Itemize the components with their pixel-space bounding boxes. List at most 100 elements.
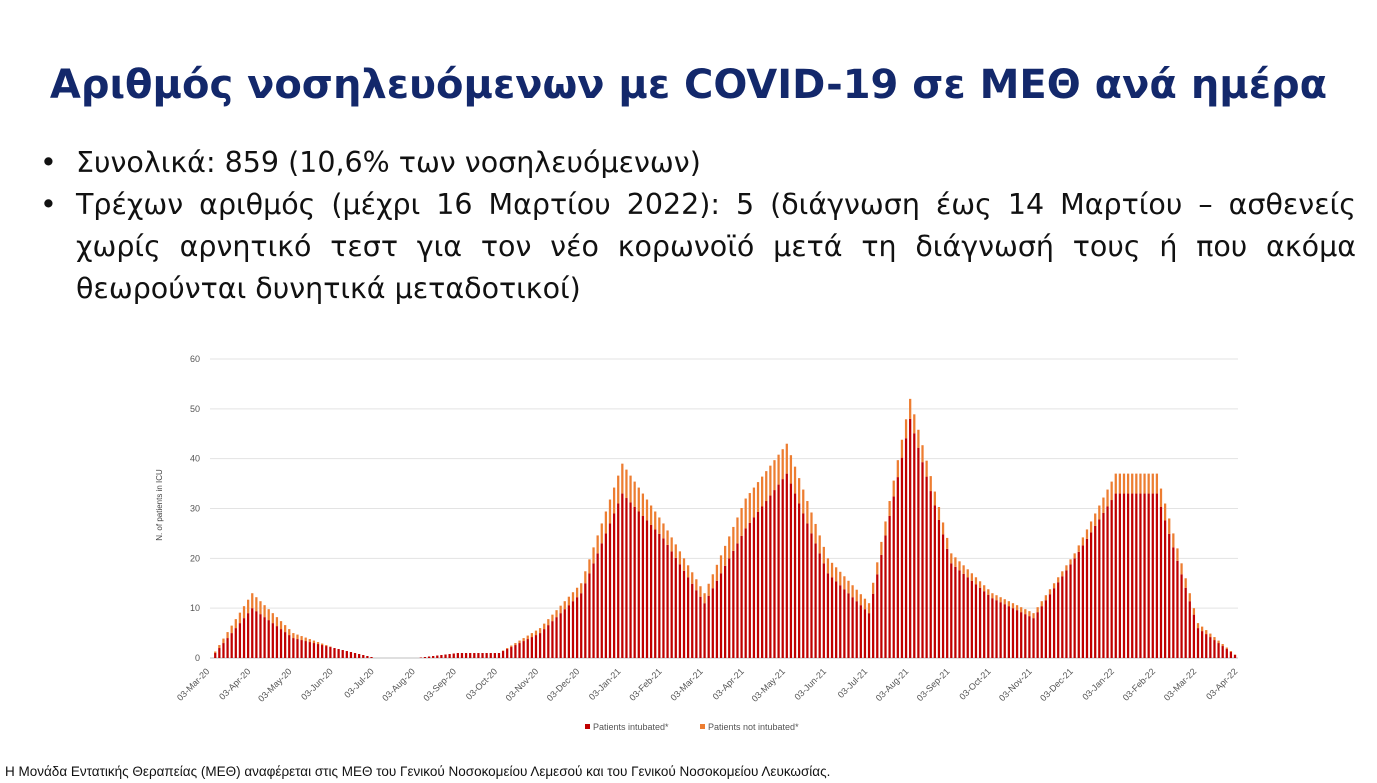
bar-intubated: [1057, 582, 1060, 658]
bar-intubated: [769, 495, 772, 658]
bar-intubated: [218, 648, 221, 658]
bar-intubated: [641, 515, 645, 658]
bullet-text-total: Συνολικά: 859 (10,6% των νοσηλευόμενων): [76, 146, 701, 179]
bar-intubated: [629, 502, 632, 658]
bar-not-intubated: [637, 487, 640, 512]
bar-not-intubated: [1188, 593, 1191, 602]
bar-not-intubated: [1036, 607, 1039, 613]
bar-intubated: [1188, 601, 1191, 658]
bar-intubated: [1106, 506, 1109, 658]
bar-intubated: [1052, 588, 1056, 658]
bar-intubated: [316, 644, 320, 658]
bar-intubated: [510, 647, 513, 658]
x-tick-label: 03-May-21: [750, 666, 787, 703]
bar-intubated: [937, 519, 941, 658]
bar-not-intubated: [571, 592, 575, 602]
bar-intubated: [242, 618, 246, 658]
bar-intubated: [843, 589, 846, 658]
bar-intubated: [954, 566, 957, 658]
bar-intubated: [658, 533, 661, 658]
bar-intubated: [460, 653, 464, 658]
bar-intubated: [493, 653, 496, 658]
bar-intubated: [1213, 640, 1216, 658]
bar-intubated: [501, 651, 505, 658]
bar-not-intubated: [325, 645, 328, 647]
bar-not-intubated: [621, 463, 624, 494]
bar-intubated: [563, 609, 566, 658]
bar-not-intubated: [649, 505, 653, 525]
bar-intubated: [826, 573, 830, 658]
bar-intubated: [929, 491, 932, 658]
bar-not-intubated: [1131, 473, 1134, 494]
bar-intubated: [983, 591, 986, 658]
bar-intubated: [970, 580, 973, 658]
bar-not-intubated: [543, 623, 546, 630]
x-tick-label: 03-Dec-21: [1038, 666, 1075, 703]
bar-not-intubated: [1155, 473, 1159, 494]
bar-intubated: [835, 581, 838, 658]
footnote: Η Μονάδα Εντατικής Θεραπείας (ΜΕΘ) αναφέ…: [5, 764, 831, 779]
bar-intubated: [892, 496, 895, 658]
bar-intubated: [423, 657, 427, 658]
bar-not-intubated: [592, 547, 595, 564]
bar-not-intubated: [678, 551, 682, 565]
bar-intubated: [279, 629, 283, 658]
bar-not-intubated: [1069, 559, 1072, 565]
bar-intubated: [592, 563, 595, 658]
bar-not-intubated: [921, 445, 924, 463]
bar-intubated: [867, 613, 871, 658]
x-tick-label: 03-Nov-20: [504, 666, 541, 703]
x-tick-label: 03-Feb-22: [1121, 666, 1157, 702]
bar-intubated: [1205, 634, 1208, 658]
bar-intubated: [1217, 643, 1220, 658]
bar-not-intubated: [1229, 651, 1233, 653]
bar-not-intubated: [567, 596, 571, 606]
bar-not-intubated: [880, 541, 883, 555]
bar-not-intubated: [218, 645, 221, 649]
bar-intubated: [695, 590, 698, 658]
bar-intubated: [1081, 545, 1085, 658]
bar-intubated: [1196, 628, 1200, 658]
bar-not-intubated: [728, 536, 731, 559]
y-tick-label: 40: [190, 454, 200, 464]
bar-not-intubated: [1159, 488, 1163, 508]
bar-intubated: [847, 593, 850, 658]
bar-intubated: [724, 565, 727, 658]
bar-not-intubated: [682, 558, 686, 571]
bar-intubated: [941, 534, 945, 658]
bar-intubated: [473, 653, 476, 658]
bar-intubated: [1085, 538, 1089, 658]
bar-intubated: [234, 628, 237, 658]
bar-intubated: [884, 535, 887, 658]
bar-not-intubated: [526, 635, 529, 640]
bar-intubated: [1126, 493, 1130, 658]
bar-not-intubated: [843, 576, 846, 590]
bar-not-intubated: [617, 475, 620, 504]
bar-intubated: [781, 479, 784, 658]
bar-intubated: [1061, 576, 1064, 658]
bar-not-intubated: [991, 593, 994, 599]
bar-not-intubated: [695, 579, 698, 591]
bar-not-intubated: [645, 499, 649, 521]
y-tick-label: 30: [190, 504, 200, 514]
bar-intubated: [214, 653, 217, 658]
bar-intubated: [645, 520, 649, 658]
bar-intubated: [1065, 570, 1068, 658]
bar-intubated: [719, 573, 723, 658]
bar-not-intubated: [962, 565, 965, 574]
bar-not-intubated: [279, 621, 283, 630]
bar-not-intubated: [588, 559, 591, 574]
bar-not-intubated: [247, 599, 250, 614]
bar-intubated: [1184, 587, 1187, 658]
bar-not-intubated: [892, 480, 895, 497]
bar-not-intubated: [835, 567, 838, 582]
chart-bars: [214, 398, 1237, 658]
bar-not-intubated: [1061, 571, 1064, 577]
bar-not-intubated: [308, 639, 311, 643]
bar-intubated: [304, 641, 307, 658]
bar-intubated: [1176, 560, 1179, 658]
bar-not-intubated: [983, 585, 986, 592]
bar-intubated: [678, 564, 682, 658]
bar-not-intubated: [1007, 601, 1010, 607]
bar-intubated: [789, 483, 793, 658]
